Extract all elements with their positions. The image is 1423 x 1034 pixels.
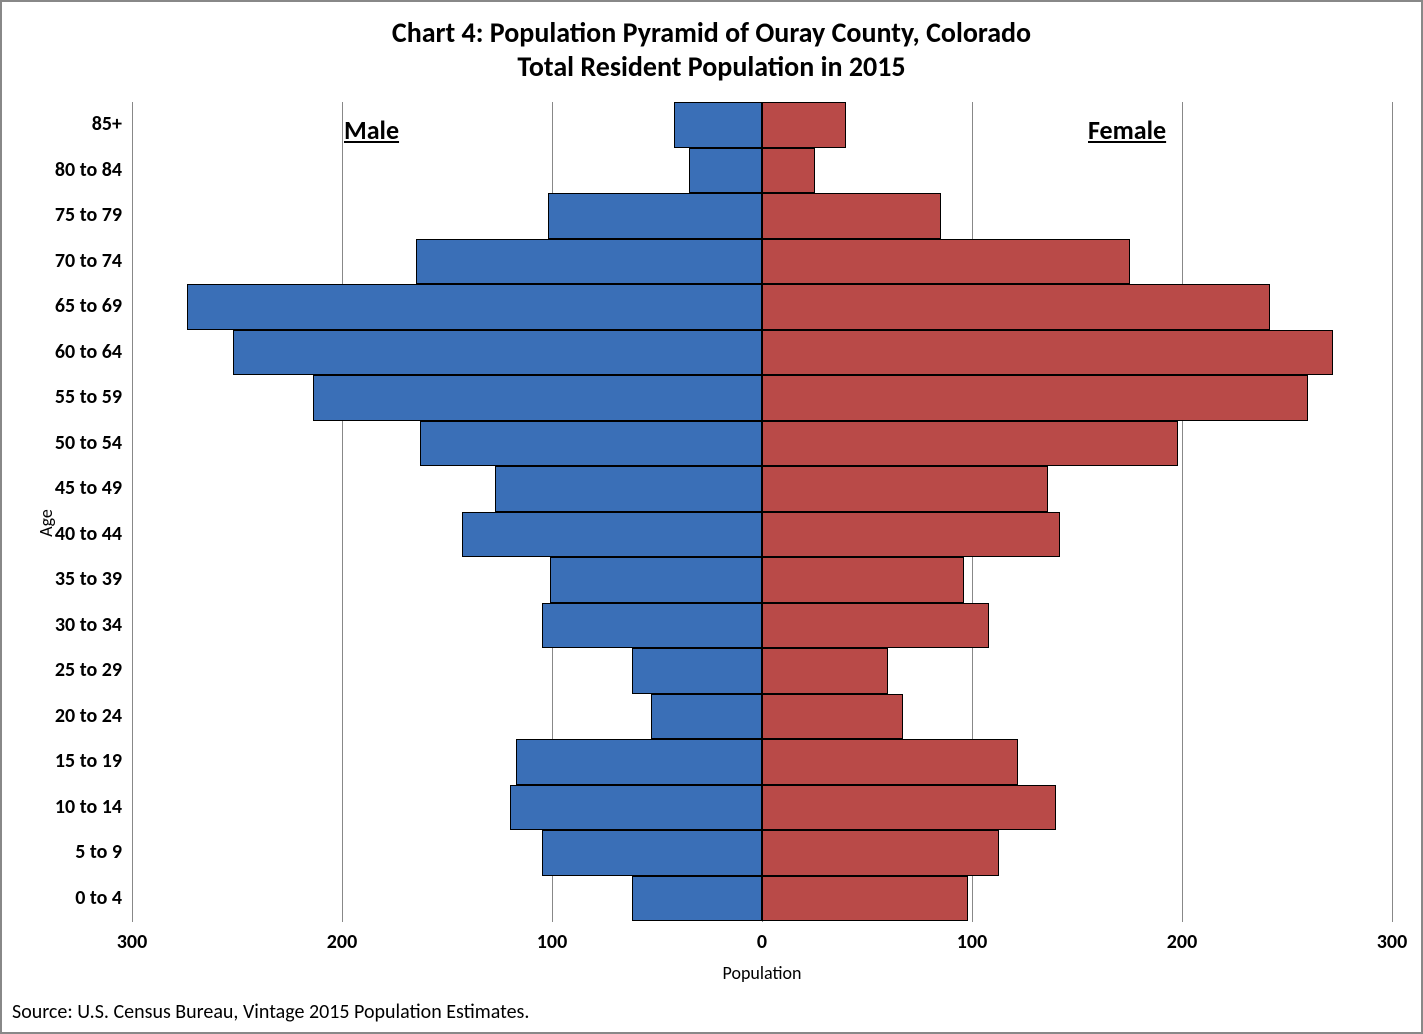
xtick-label: 200 [1167, 930, 1197, 954]
female-bar [762, 421, 1178, 467]
ytick-label: 10 to 14 [12, 785, 122, 831]
male-bar [462, 512, 762, 558]
ytick-label: 75 to 79 [12, 193, 122, 239]
male-bar [187, 284, 762, 330]
female-bar [762, 239, 1130, 285]
female-series-label: Female [1088, 114, 1166, 146]
male-bar [510, 785, 762, 831]
source-text: Source: U.S. Census Bureau, Vintage 2015… [12, 1000, 529, 1024]
female-bar [762, 284, 1270, 330]
x-axis-label: Population [132, 962, 1392, 984]
female-bar [762, 785, 1056, 831]
xtick-label: 100 [537, 930, 567, 954]
male-bar [689, 148, 763, 194]
female-bar [762, 830, 999, 876]
male-series-label: Male [344, 114, 399, 146]
male-bar [495, 466, 762, 512]
female-bar [762, 876, 968, 922]
male-bar [548, 193, 762, 239]
male-bar [632, 876, 762, 922]
chart-title-line1: Chart 4: Population Pyramid of Ouray Cou… [2, 16, 1421, 50]
ytick-label: 60 to 64 [12, 330, 122, 376]
ytick-label: 0 to 4 [12, 876, 122, 922]
male-bar [313, 375, 762, 421]
chart-title-block: Chart 4: Population Pyramid of Ouray Cou… [2, 2, 1421, 83]
xtick-label: 200 [327, 930, 357, 954]
ytick-label: 80 to 84 [12, 148, 122, 194]
female-bar [762, 694, 903, 740]
female-bar [762, 648, 888, 694]
gridline [1182, 102, 1183, 922]
ytick-label: 5 to 9 [12, 830, 122, 876]
ytick-label: 30 to 34 [12, 603, 122, 649]
xtick-label: 100 [957, 930, 987, 954]
ytick-label: 50 to 54 [12, 421, 122, 467]
female-bar [762, 375, 1308, 421]
chart-title-line2: Total Resident Population in 2015 [2, 50, 1421, 84]
ytick-label: 35 to 39 [12, 557, 122, 603]
female-bar [762, 603, 989, 649]
male-bar [420, 421, 762, 467]
xtick-label: 300 [117, 930, 147, 954]
male-bar [416, 239, 763, 285]
ytick-label: 15 to 19 [12, 739, 122, 785]
xtick-label: 300 [1377, 930, 1407, 954]
chart-container: Chart 4: Population Pyramid of Ouray Cou… [0, 0, 1423, 1034]
female-bar [762, 148, 815, 194]
xtick-label: 0 [757, 930, 767, 954]
female-bar [762, 330, 1333, 376]
ytick-label: 20 to 24 [12, 694, 122, 740]
gridline [342, 102, 343, 922]
female-bar [762, 466, 1048, 512]
male-bar [542, 830, 763, 876]
female-bar [762, 557, 964, 603]
male-bar [516, 739, 762, 785]
ytick-label: 85+ [12, 102, 122, 148]
ytick-label: 65 to 69 [12, 284, 122, 330]
gridline [132, 102, 133, 922]
male-bar [674, 102, 762, 148]
ytick-label: 25 to 29 [12, 648, 122, 694]
female-bar [762, 739, 1018, 785]
female-bar [762, 102, 846, 148]
ytick-label: 40 to 44 [12, 512, 122, 558]
male-bar [233, 330, 762, 376]
female-bar [762, 193, 941, 239]
male-bar [651, 694, 762, 740]
gridline [1392, 102, 1393, 922]
ytick-label: 45 to 49 [12, 466, 122, 512]
ytick-label: 70 to 74 [12, 239, 122, 285]
male-bar [550, 557, 762, 603]
plot-area: Male Female Population Age 3002001000100… [132, 102, 1392, 922]
male-bar [632, 648, 762, 694]
ytick-label: 55 to 59 [12, 375, 122, 421]
male-bar [542, 603, 763, 649]
female-bar [762, 512, 1060, 558]
